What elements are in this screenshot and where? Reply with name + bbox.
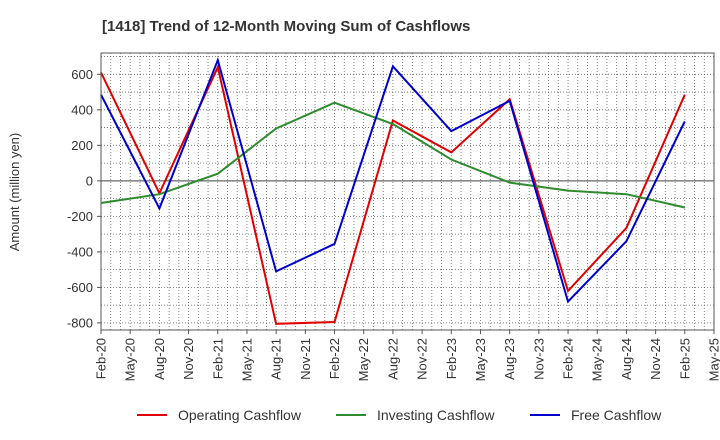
legend-label: Operating Cashflow bbox=[178, 407, 302, 423]
x-tick-label: Feb-21 bbox=[210, 338, 225, 379]
legend-label: Investing Cashflow bbox=[377, 407, 495, 423]
x-tick-label: Aug-22 bbox=[385, 338, 400, 380]
x-tick-label: Nov-22 bbox=[415, 338, 430, 380]
x-tick-label: Nov-23 bbox=[531, 338, 546, 380]
x-tick-label: May-20 bbox=[123, 338, 138, 381]
y-tick-label: 400 bbox=[71, 102, 93, 117]
chart-title: [1418] Trend of 12-Month Moving Sum of C… bbox=[102, 18, 470, 35]
y-tick-label: -200 bbox=[67, 209, 93, 224]
x-tick-label: May-22 bbox=[356, 338, 371, 381]
x-tick-label: Nov-24 bbox=[648, 338, 663, 380]
legend: Operating Cashflow Investing Cashflow Free… bbox=[137, 407, 662, 423]
x-tick-label: Feb-22 bbox=[327, 338, 342, 379]
x-tick-label: Aug-21 bbox=[269, 338, 284, 380]
legend-label: Free Cashflow bbox=[571, 407, 662, 423]
y-tick-label: -400 bbox=[67, 244, 93, 259]
x-tick-label: Feb-23 bbox=[444, 338, 459, 379]
x-tick-label: Feb-24 bbox=[561, 338, 576, 379]
x-tick-label: Aug-23 bbox=[502, 338, 517, 380]
investing-cashflow-line bbox=[100, 101, 686, 209]
x-tick-label: Aug-24 bbox=[619, 338, 634, 380]
operating-cashflow-line bbox=[100, 64, 686, 325]
y-tick-label: 600 bbox=[71, 67, 93, 82]
y-tick-label: -800 bbox=[67, 315, 93, 330]
x-tick-label: May-21 bbox=[239, 338, 254, 381]
y-axis-ticks: -800 -600 -400 -200 0 200 400 600 bbox=[67, 67, 101, 330]
x-axis-ticks: Feb-20 May-20 Aug-20 Nov-20 Feb-21 May-21 Aug-… bbox=[94, 330, 720, 381]
x-tick-label: Feb-20 bbox=[94, 338, 109, 379]
y-axis-label: Amount (million yen) bbox=[7, 133, 22, 252]
y-tick-label: 200 bbox=[71, 138, 93, 153]
series-group bbox=[100, 56, 686, 325]
x-tick-label: Nov-20 bbox=[181, 338, 196, 380]
x-tick-label: May-23 bbox=[473, 338, 488, 381]
x-tick-label: May-25 bbox=[707, 338, 720, 381]
free-cashflow-line bbox=[100, 56, 686, 304]
y-tick-label: -600 bbox=[67, 280, 93, 295]
plot-frame bbox=[100, 52, 715, 331]
x-tick-label: Feb-25 bbox=[677, 338, 692, 379]
grid bbox=[101, 53, 714, 330]
x-tick-label: Nov-21 bbox=[298, 338, 313, 380]
x-tick-label: Aug-20 bbox=[152, 338, 167, 380]
x-tick-label: May-24 bbox=[590, 338, 605, 381]
y-tick-label: 0 bbox=[86, 173, 93, 188]
